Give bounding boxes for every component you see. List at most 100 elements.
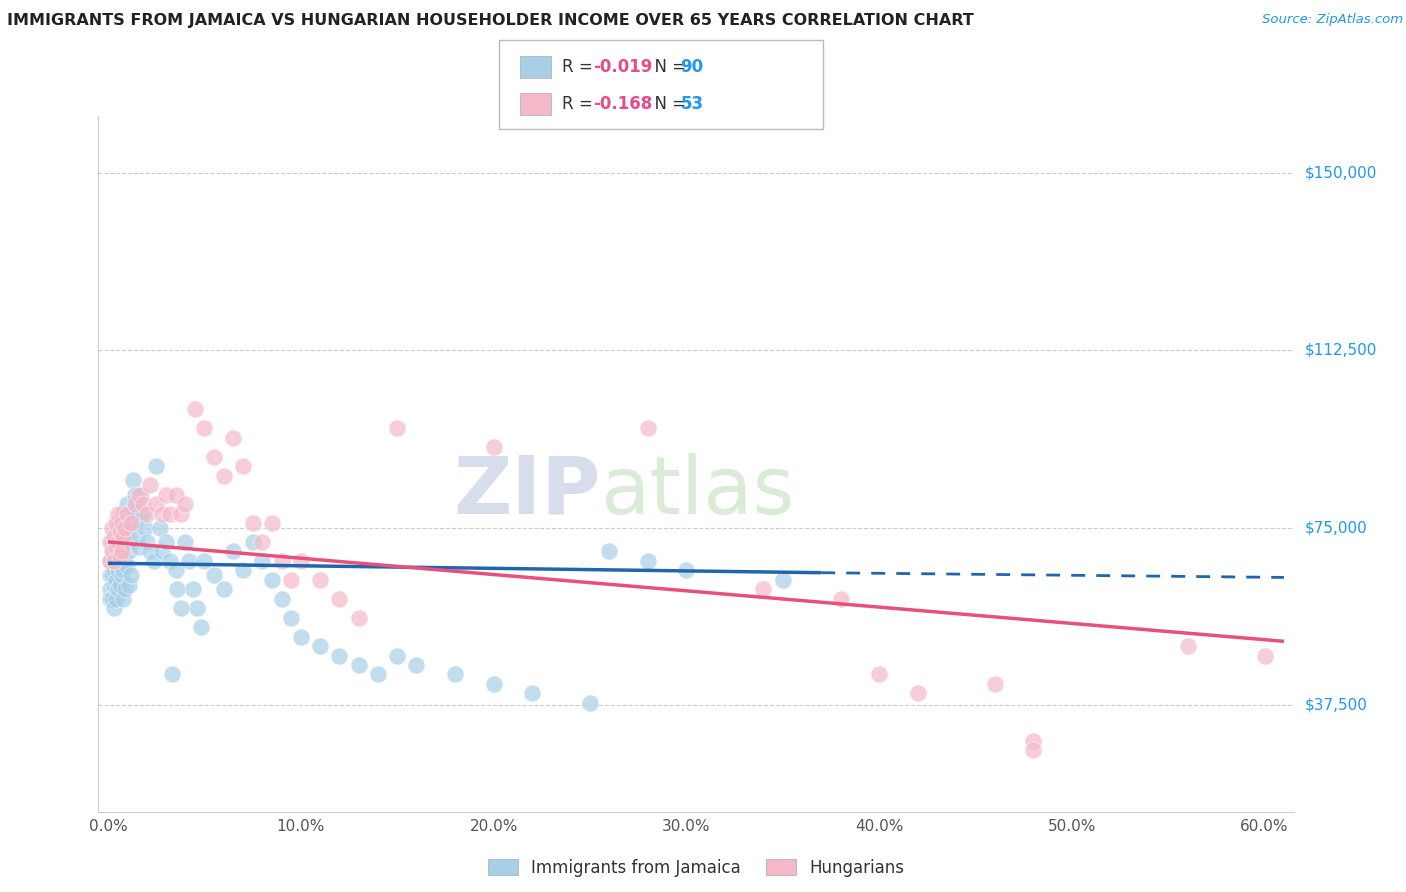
Point (117, 525, 139, 540)
Point (101, 521, 124, 535)
Point (155, 535, 177, 549)
Text: N =: N = (644, 95, 692, 113)
Point (98, 568, 121, 582)
Point (772, 573, 794, 587)
Point (135, 507, 157, 521)
Point (347, 610, 370, 624)
Point (107, 507, 129, 521)
Point (170, 601, 193, 615)
Point (166, 582, 188, 597)
Point (405, 658, 427, 673)
Point (260, 573, 283, 587)
Point (1177, 639, 1199, 653)
Point (122, 501, 145, 516)
Point (637, 421, 659, 435)
Text: atlas: atlas (600, 452, 794, 531)
Point (193, 554, 215, 568)
Point (108, 554, 131, 568)
Text: ZIP: ZIP (453, 452, 600, 531)
Point (159, 507, 181, 521)
Text: $37,500: $37,500 (1305, 698, 1368, 713)
Point (103, 530, 125, 544)
Point (193, 421, 215, 435)
Point (114, 582, 136, 597)
Text: R =: R = (562, 58, 599, 76)
Text: 53: 53 (681, 95, 703, 113)
Point (444, 667, 467, 681)
Legend: Immigrants from Jamaica, Hungarians: Immigrants from Jamaica, Hungarians (481, 852, 911, 883)
Text: Source: ZipAtlas.com: Source: ZipAtlas.com (1263, 13, 1403, 27)
Point (103, 577, 125, 591)
Point (103, 563, 125, 577)
Point (232, 459, 254, 474)
Point (270, 591, 292, 606)
Point (114, 525, 136, 540)
Point (120, 535, 142, 549)
Point (212, 582, 235, 597)
Point (135, 535, 157, 549)
Text: 90: 90 (681, 58, 703, 76)
Point (103, 554, 125, 568)
Point (108, 549, 131, 563)
Point (242, 535, 264, 549)
Text: -0.168: -0.168 (593, 95, 652, 113)
Point (270, 554, 292, 568)
Point (186, 601, 208, 615)
Point (125, 530, 148, 544)
Point (103, 601, 125, 615)
Point (1022, 733, 1045, 747)
Point (165, 563, 187, 577)
Point (128, 487, 150, 501)
Point (107, 563, 129, 577)
Point (165, 487, 187, 501)
Point (145, 497, 167, 511)
Point (202, 568, 225, 582)
Point (101, 568, 124, 582)
Point (139, 544, 162, 558)
Point (117, 558, 139, 573)
Point (280, 573, 302, 587)
Point (110, 516, 132, 530)
Point (145, 459, 167, 474)
Point (110, 568, 132, 582)
Point (117, 497, 139, 511)
Point (232, 563, 254, 577)
Point (150, 544, 173, 558)
Point (290, 630, 312, 644)
Point (174, 497, 197, 511)
Point (675, 563, 697, 577)
Point (104, 535, 127, 549)
Point (984, 677, 1007, 691)
Point (482, 677, 505, 691)
Point (143, 554, 166, 568)
Point (124, 487, 146, 501)
Point (579, 696, 602, 710)
Point (107, 544, 129, 558)
Point (598, 544, 620, 558)
Text: R =: R = (562, 95, 599, 113)
Point (222, 544, 245, 558)
Point (150, 507, 173, 521)
Point (347, 658, 370, 673)
Point (385, 648, 409, 663)
Point (128, 507, 150, 521)
Text: $75,000: $75,000 (1305, 520, 1368, 535)
Point (252, 554, 274, 568)
Point (110, 540, 132, 554)
Point (385, 421, 409, 435)
Point (830, 591, 852, 606)
Point (174, 535, 197, 549)
Point (184, 402, 207, 417)
Point (1022, 743, 1045, 757)
Point (112, 591, 135, 606)
Point (103, 544, 125, 558)
Point (290, 554, 312, 568)
Point (1253, 648, 1275, 663)
Point (482, 440, 505, 454)
Point (110, 516, 132, 530)
Point (160, 667, 183, 681)
Point (181, 582, 204, 597)
Text: $150,000: $150,000 (1305, 165, 1376, 180)
Point (752, 582, 775, 597)
Point (112, 563, 135, 577)
